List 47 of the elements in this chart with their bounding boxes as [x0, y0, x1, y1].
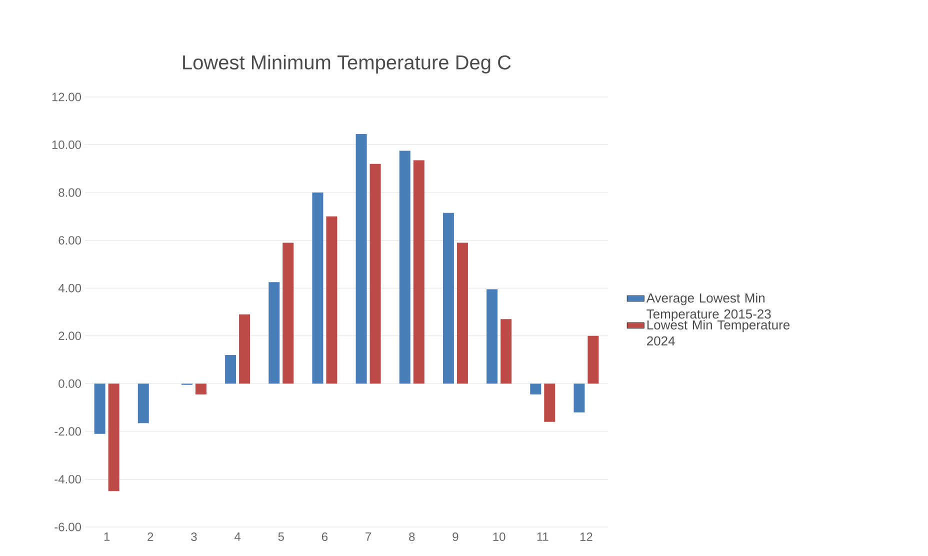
bar [326, 216, 338, 384]
x-tick-label: 7 [366, 532, 372, 541]
y-tick-label: 4.00 [58, 284, 82, 292]
x-tick-label: 9 [452, 532, 458, 542]
x-tick-label: 2 [148, 532, 154, 541]
y-tick-label: 10.00 [52, 140, 82, 150]
y-tick-label: 8.00 [58, 188, 82, 197]
bar [530, 384, 542, 394]
y-tick-label: -2.00 [54, 427, 82, 436]
x-tick-label: 10 [493, 532, 506, 542]
legend-label: Average Lowest Min Temperature 2015-23 [646, 293, 771, 322]
x-tick-label: 4 [234, 532, 241, 541]
bar [544, 384, 556, 422]
y-tick-label: 6.00 [58, 236, 82, 245]
bar [239, 314, 250, 384]
bar [442, 212, 454, 384]
x-tick-label: 11 [537, 532, 548, 541]
bar [574, 384, 585, 412]
bar [282, 242, 294, 384]
y-tick-label: 0.00 [58, 379, 82, 388]
x-tick-label: 5 [278, 532, 284, 541]
x-tick-label: 6 [322, 532, 328, 542]
bar [138, 384, 149, 424]
bar [588, 336, 599, 384]
bar [500, 319, 512, 384]
bar [268, 282, 280, 384]
y-tick-label: 2.00 [58, 332, 82, 340]
bar [413, 160, 424, 384]
bar [370, 164, 381, 384]
bar [94, 384, 106, 434]
bar [399, 150, 410, 384]
bar [356, 134, 367, 384]
x-tick-label: 12 [580, 532, 592, 541]
y-tick-label: -4.00 [54, 474, 82, 484]
bar [456, 242, 468, 384]
bar [225, 354, 236, 384]
y-tick-label: 12.00 [52, 92, 82, 102]
x-tick-label: 8 [409, 532, 415, 542]
x-tick-label: 3 [191, 532, 197, 542]
bar [195, 384, 206, 394]
y-tick-label: -6.00 [54, 522, 82, 532]
bar [486, 289, 498, 384]
legend-label: Lowest Min Temperature 2024 [647, 320, 790, 346]
bar [108, 384, 120, 492]
chart-title: Lowest Minimum Temperature Deg C [183, 54, 511, 74]
x-tick-label: 1 [104, 532, 110, 541]
bar [312, 192, 324, 384]
